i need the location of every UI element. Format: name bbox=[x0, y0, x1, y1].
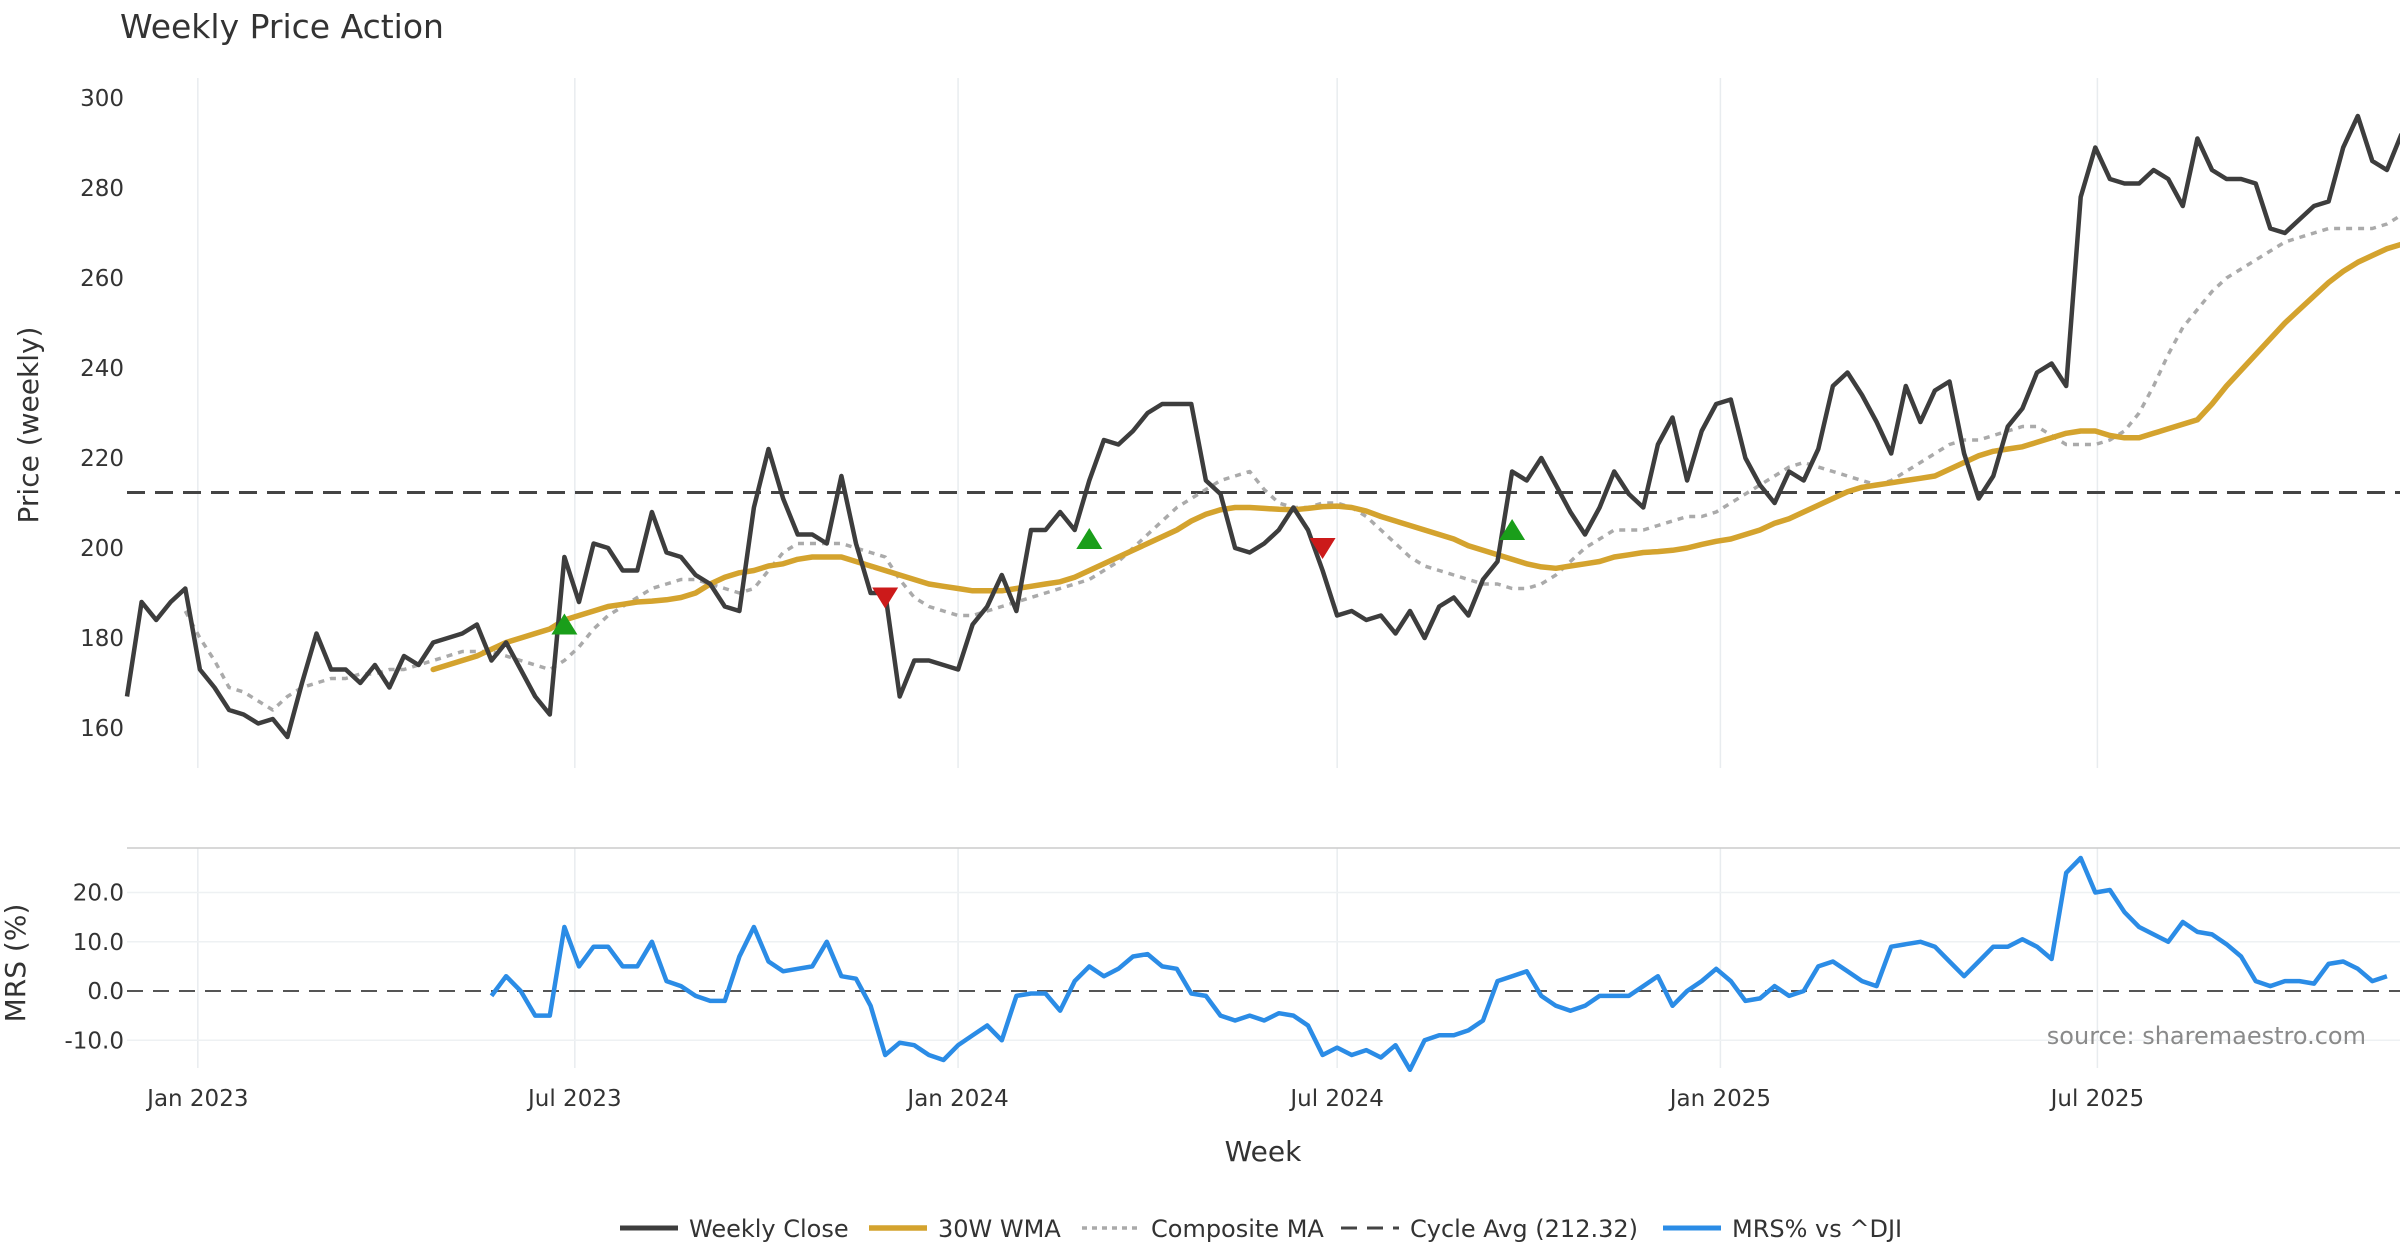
legend-label: Cycle Avg (212.32) bbox=[1410, 1215, 1638, 1243]
price-y-tick-label: 300 bbox=[80, 86, 124, 112]
x-tick-label: Jul 2023 bbox=[526, 1086, 622, 1112]
legend-label: Composite MA bbox=[1151, 1215, 1324, 1243]
price-y-tick-label: 260 bbox=[80, 266, 124, 292]
x-axis: Jan 2023 Jul 2023 Jan 2024 Jul 2024 Jan 2025… bbox=[145, 1086, 2144, 1112]
sell-signal-marker bbox=[1309, 538, 1336, 559]
x-axis-title: Week bbox=[1225, 1135, 1302, 1168]
buy-signal-marker bbox=[1076, 528, 1103, 549]
source-label: source: sharemaestro.com bbox=[2047, 1022, 2366, 1050]
x-tick-label: Jul 2025 bbox=[2049, 1086, 2145, 1112]
buy-signal-marker bbox=[1499, 519, 1526, 540]
legend-label: MRS% vs ^DJI bbox=[1732, 1215, 1902, 1243]
wma-30w-line bbox=[430, 241, 2400, 673]
mrs-y-tick-label: 0.0 bbox=[87, 979, 124, 1005]
legend: Weekly Close 30W WMA Composite MA Cycle Avg… bbox=[620, 1215, 1902, 1243]
price-y-tick-label: 160 bbox=[80, 716, 124, 742]
mrs-y-axis-title: MRS (%) bbox=[0, 904, 32, 1023]
x-tick-label: Jan 2025 bbox=[1668, 1086, 1771, 1112]
price-y-tick-label: 280 bbox=[80, 176, 124, 202]
composite-ma-line bbox=[183, 213, 2400, 712]
legend-label: Weekly Close bbox=[689, 1215, 849, 1243]
mrs-y-tick-label: 10.0 bbox=[73, 930, 124, 956]
mrs-y-tick-label: 20.0 bbox=[73, 881, 124, 907]
mrs-panel: 20.0 10.0 0.0 -10.0 bbox=[64, 847, 2400, 1073]
price-y-tick-label: 200 bbox=[80, 536, 124, 562]
price-y-axis-title: Price (weekly) bbox=[12, 327, 45, 524]
mrs-line bbox=[489, 855, 2388, 1073]
x-tick-label: Jul 2024 bbox=[1288, 1086, 1384, 1112]
mrs-y-tick-label: -10.0 bbox=[64, 1028, 124, 1054]
weekly-close-line bbox=[124, 113, 2400, 740]
price-y-tick-label: 220 bbox=[80, 446, 124, 472]
price-y-tick-label: 240 bbox=[80, 356, 124, 382]
price-panel: 160 180 200 220 240 260 280 300 bbox=[80, 78, 2400, 768]
sell-signal-marker bbox=[872, 587, 899, 609]
chart-title: Weekly Price Action bbox=[120, 7, 444, 46]
x-tick-label: Jan 2023 bbox=[145, 1086, 248, 1112]
price-y-tick-label: 180 bbox=[80, 626, 124, 652]
buy-signal-marker bbox=[551, 613, 578, 635]
x-tick-label: Jan 2024 bbox=[905, 1086, 1008, 1112]
legend-label: 30W WMA bbox=[938, 1215, 1061, 1243]
